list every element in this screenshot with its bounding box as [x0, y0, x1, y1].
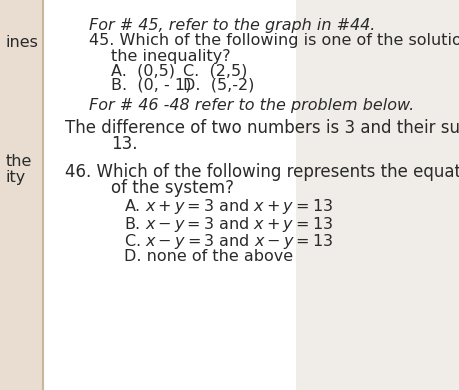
- FancyBboxPatch shape: [0, 0, 43, 390]
- Text: 45. Which of the following is one of the solutions to: 45. Which of the following is one of the…: [89, 33, 459, 48]
- Text: ity: ity: [6, 170, 26, 184]
- Text: A.  (0,5): A. (0,5): [111, 63, 175, 78]
- Text: D.  (5,-2): D. (5,-2): [183, 78, 255, 93]
- Text: C.  (2,5): C. (2,5): [183, 63, 248, 78]
- FancyBboxPatch shape: [43, 0, 296, 390]
- Text: 46. Which of the following represents the equation: 46. Which of the following represents th…: [65, 163, 459, 181]
- Text: 13.: 13.: [111, 135, 137, 152]
- Text: B. $x - y = 3$ and $x + y = 13$: B. $x - y = 3$ and $x + y = 13$: [124, 215, 333, 234]
- Text: B.  (0, - 1): B. (0, - 1): [111, 78, 191, 93]
- Text: of the system?: of the system?: [111, 179, 234, 197]
- Text: D. none of the above: D. none of the above: [124, 249, 293, 264]
- Text: For # 46 -48 refer to the problem below.: For # 46 -48 refer to the problem below.: [89, 98, 414, 113]
- Text: the inequality?: the inequality?: [111, 49, 230, 64]
- Text: the: the: [6, 154, 32, 169]
- Text: C. $x - y = 3$ and $x - y = 13$: C. $x - y = 3$ and $x - y = 13$: [124, 232, 333, 251]
- Text: ines: ines: [6, 35, 39, 50]
- Text: The difference of two numbers is 3 and their sum is: The difference of two numbers is 3 and t…: [65, 119, 459, 137]
- Text: For # 45, refer to the graph in #44.: For # 45, refer to the graph in #44.: [89, 18, 375, 32]
- Text: A. $x + y = 3$ and $x + y = 13$: A. $x + y = 3$ and $x + y = 13$: [124, 197, 333, 216]
